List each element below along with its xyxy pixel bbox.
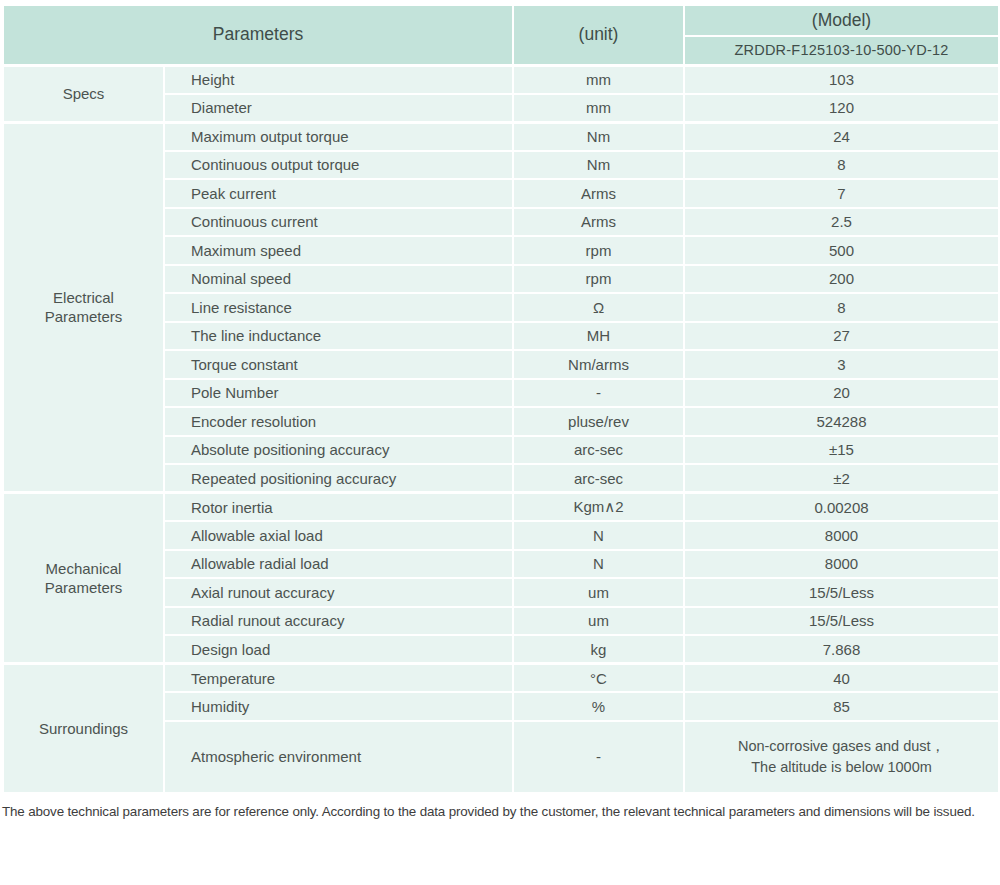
param-cell: Maximum output torque [164, 122, 513, 151]
group-electrical-parameters: Electrical ParametersMaximum output torq… [3, 122, 999, 493]
group-label-electrical-parameters: Electrical Parameters [3, 122, 164, 493]
param-cell: Axial runout accuracy [164, 578, 513, 607]
unit-cell: Arms [513, 179, 684, 208]
header-model: (Model) [684, 5, 999, 36]
param-cell: Encoder resolution [164, 407, 513, 436]
unit-cell: arc-sec [513, 436, 684, 465]
param-cell: Design load [164, 635, 513, 664]
unit-cell: Arms [513, 208, 684, 237]
group-label-surroundings: Surroundings [3, 664, 164, 793]
value-cell: 40 [684, 664, 999, 693]
group-label-mechanical-parameters: Mechanical Parameters [3, 493, 164, 664]
spec-sheet: Parameters (unit) (Model) ZRDDR-F125103-… [0, 0, 1000, 885]
value-cell: Non-corrosive gases and dust， The altitu… [684, 721, 999, 793]
param-cell: Continuous output torque [164, 151, 513, 180]
param-cell: Pole Number [164, 379, 513, 408]
param-cell: Repeated positioning accuracy [164, 464, 513, 493]
value-cell: 2.5 [684, 208, 999, 237]
value-cell: 20 [684, 379, 999, 408]
param-cell: Absolute positioning accuracy [164, 436, 513, 465]
unit-cell: MH [513, 322, 684, 351]
unit-cell: N [513, 521, 684, 550]
unit-cell: rpm [513, 265, 684, 294]
table-header: Parameters (unit) (Model) ZRDDR-F125103-… [3, 5, 999, 65]
unit-cell: pluse/rev [513, 407, 684, 436]
unit-cell: Nm [513, 151, 684, 180]
value-cell: 103 [684, 65, 999, 94]
param-cell: Humidity [164, 692, 513, 721]
param-cell: Atmospheric environment [164, 721, 513, 793]
header-unit: (unit) [513, 5, 684, 65]
unit-cell: um [513, 607, 684, 636]
unit-cell: um [513, 578, 684, 607]
value-cell: 200 [684, 265, 999, 294]
value-cell: 0.00208 [684, 493, 999, 522]
value-cell: ±2 [684, 464, 999, 493]
param-cell: Temperature [164, 664, 513, 693]
param-cell: Torque constant [164, 350, 513, 379]
unit-cell: Nm [513, 122, 684, 151]
value-cell: 15/5/Less [684, 578, 999, 607]
param-cell: Rotor inertia [164, 493, 513, 522]
unit-cell: mm [513, 94, 684, 123]
header-row: Parameters (unit) (Model) [3, 5, 999, 36]
unit-cell: % [513, 692, 684, 721]
footnote: The above technical parameters are for r… [2, 804, 998, 819]
unit-cell: Ω [513, 293, 684, 322]
unit-cell: kg [513, 635, 684, 664]
value-cell: 120 [684, 94, 999, 123]
unit-cell: Kgm∧2 [513, 493, 684, 522]
value-cell: 8000 [684, 521, 999, 550]
value-cell: 8000 [684, 550, 999, 579]
parameters-table: Parameters (unit) (Model) ZRDDR-F125103-… [2, 4, 1000, 794]
param-cell: The line inductance [164, 322, 513, 351]
value-cell: 27 [684, 322, 999, 351]
value-cell: 8 [684, 293, 999, 322]
param-cell: Allowable radial load [164, 550, 513, 579]
table-row: Mechanical ParametersRotor inertiaKgm∧20… [3, 493, 999, 522]
unit-cell: arc-sec [513, 464, 684, 493]
param-cell: Maximum speed [164, 236, 513, 265]
param-cell: Line resistance [164, 293, 513, 322]
value-cell: 8 [684, 151, 999, 180]
header-model-code: ZRDDR-F125103-10-500-YD-12 [684, 36, 999, 65]
param-cell: Allowable axial load [164, 521, 513, 550]
value-cell: 7 [684, 179, 999, 208]
value-cell: 3 [684, 350, 999, 379]
value-cell: 7.868 [684, 635, 999, 664]
value-cell: 524288 [684, 407, 999, 436]
value-cell: 85 [684, 692, 999, 721]
unit-cell: mm [513, 65, 684, 94]
group-mechanical-parameters: Mechanical ParametersRotor inertiaKgm∧20… [3, 493, 999, 664]
param-cell: Nominal speed [164, 265, 513, 294]
unit-cell: °C [513, 664, 684, 693]
header-parameters: Parameters [3, 5, 513, 65]
param-cell: Diameter [164, 94, 513, 123]
param-cell: Height [164, 65, 513, 94]
value-cell: 500 [684, 236, 999, 265]
param-cell: Peak current [164, 179, 513, 208]
unit-cell: Nm/arms [513, 350, 684, 379]
unit-cell: - [513, 721, 684, 793]
value-cell: 24 [684, 122, 999, 151]
group-specs: SpecsHeightmm103Diametermm120 [3, 65, 999, 122]
param-cell: Continuous current [164, 208, 513, 237]
group-label-specs: Specs [3, 65, 164, 122]
unit-cell: - [513, 379, 684, 408]
table-row: SurroundingsTemperature°C40 [3, 664, 999, 693]
group-surroundings: SurroundingsTemperature°C40Humidity%85At… [3, 664, 999, 793]
value-cell: ±15 [684, 436, 999, 465]
unit-cell: rpm [513, 236, 684, 265]
param-cell: Radial runout accuracy [164, 607, 513, 636]
unit-cell: N [513, 550, 684, 579]
table-row: Electrical ParametersMaximum output torq… [3, 122, 999, 151]
value-cell: 15/5/Less [684, 607, 999, 636]
table-row: SpecsHeightmm103 [3, 65, 999, 94]
